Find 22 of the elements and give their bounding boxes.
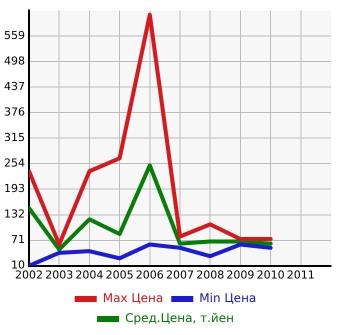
- legend-label: Сред.Цена, т.йен: [125, 311, 234, 326]
- x-tick-label: 2009: [226, 268, 254, 282]
- x-tick-label: 2002: [14, 268, 43, 282]
- x-tick-label: 2006: [136, 268, 164, 282]
- x-tick-label: 2005: [106, 268, 134, 282]
- y-tick-label: 376: [4, 106, 25, 119]
- y-tick-label: 71: [10, 233, 25, 246]
- y-tick-label: 315: [4, 131, 25, 144]
- x-tick-label: 2010: [256, 268, 285, 282]
- x-tick-label: 2007: [166, 268, 194, 282]
- y-tick-label: 498: [4, 54, 25, 68]
- x-tick-label: 2011: [286, 268, 315, 282]
- x-tick-label: 2004: [75, 268, 104, 282]
- y-tick-label: 559: [4, 28, 25, 42]
- y-tick-label: 437: [4, 80, 25, 94]
- y-tick-label: 193: [4, 182, 25, 196]
- x-tick-label: 2008: [196, 268, 224, 282]
- legend-label: Max Цена: [102, 291, 164, 306]
- legend-label: Min Цена: [199, 291, 256, 306]
- x-tick-label: 2003: [45, 268, 74, 282]
- y-tick-label: 254: [4, 156, 25, 170]
- y-tick-label: 132: [4, 208, 25, 221]
